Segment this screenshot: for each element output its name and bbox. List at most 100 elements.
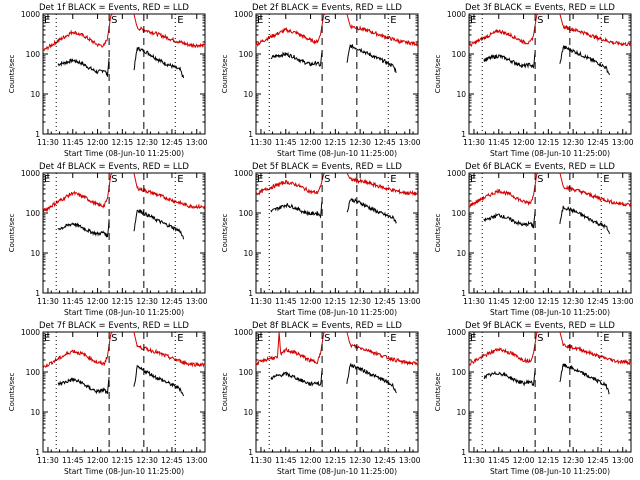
x-tick-label: 12:45 (587, 138, 609, 147)
x-axis-label: Start Time (08-Jun-10 11:25:00) (277, 149, 397, 158)
x-axis-label: Start Time (08-Jun-10 11:25:00) (490, 149, 610, 158)
x-tick-label: 12:15 (538, 138, 560, 147)
events-series-line (133, 208, 184, 240)
y-tick-label: 1000 (234, 169, 253, 178)
y-tick-label: 10 (30, 90, 40, 99)
lld-series-line (133, 13, 206, 49)
x-tick-label: 12:00 (300, 297, 322, 306)
events-series-line (483, 211, 536, 229)
plot-frame (42, 13, 206, 135)
y-tick-label: 1000 (21, 169, 40, 178)
marker-label: E (470, 333, 476, 344)
x-tick-label: 12:15 (112, 456, 134, 465)
x-axis-label: Start Time (08-Jun-10 11:25:00) (64, 308, 184, 317)
x-tick-label: 12:00 (513, 138, 535, 147)
y-axis-label: Counts/sec (221, 214, 229, 253)
events-series-line (559, 44, 610, 76)
x-tick-label: 13:00 (399, 297, 421, 306)
x-tick-label: 11:30 (37, 138, 59, 147)
marker-label: E (603, 174, 609, 185)
events-series-line (483, 52, 536, 69)
x-tick-label: 13:00 (612, 297, 634, 306)
y-axis-label: Counts/sec (434, 373, 442, 412)
plot-frame (42, 172, 206, 294)
y-axis-label: Counts/sec (434, 55, 442, 94)
events-series-line (559, 363, 610, 395)
x-tick-label: 11:45 (488, 297, 510, 306)
y-tick-label: 10 (456, 408, 466, 417)
y-tick-label: 1000 (21, 328, 40, 337)
marker-label: S (324, 15, 330, 26)
y-tick-label: 100 (452, 209, 467, 218)
y-axis-label: Counts/sec (221, 55, 229, 94)
x-tick-label: 11:30 (37, 456, 59, 465)
x-axis-label: Start Time (08-Jun-10 11:25:00) (490, 308, 610, 317)
x-tick-label: 13:00 (612, 456, 634, 465)
x-tick-label: 12:00 (87, 297, 109, 306)
y-tick-label: 10 (243, 90, 253, 99)
x-tick-label: 11:30 (250, 138, 272, 147)
y-tick-label: 1 (248, 289, 253, 298)
events-series-line (559, 205, 610, 235)
panel-9: Det 9f BLACK = Events, RED = LLD Counts/s… (434, 321, 634, 476)
marker-label: E (44, 174, 50, 185)
plot-frame (255, 13, 419, 135)
lld-series-line (559, 331, 632, 366)
y-tick-label: 1 (35, 130, 40, 139)
y-tick-label: 100 (452, 50, 467, 59)
events-series-line (57, 57, 110, 77)
x-tick-label: 12:15 (325, 456, 347, 465)
marker-label: E (390, 174, 396, 185)
x-tick-label: 12:00 (87, 456, 109, 465)
panel-1: Det 1f BLACK = Events, RED = LLD Counts/s… (8, 3, 208, 158)
x-axis-label: Start Time (08-Jun-10 11:25:00) (490, 467, 610, 476)
marker-label: S (324, 333, 330, 344)
panel-title: Det 8f BLACK = Events, RED = LLD (252, 321, 402, 331)
events-series-line (270, 370, 323, 387)
y-tick-label: 1 (35, 448, 40, 457)
x-tick-label: 11:30 (463, 138, 485, 147)
events-series-line (483, 369, 536, 387)
y-tick-label: 100 (26, 50, 41, 59)
lld-series-line (468, 331, 539, 366)
y-tick-label: 1000 (234, 10, 253, 19)
events-series-line (270, 50, 323, 67)
lld-series-line (133, 331, 206, 368)
y-tick-label: 1000 (21, 10, 40, 19)
events-series-line (346, 363, 397, 394)
x-tick-label: 12:45 (587, 297, 609, 306)
y-axis-label: Counts/sec (221, 373, 229, 412)
x-tick-label: 13:00 (186, 138, 208, 147)
x-tick-label: 12:30 (349, 297, 371, 306)
lld-series-line (559, 13, 632, 47)
y-tick-label: 1000 (447, 10, 466, 19)
y-tick-label: 1 (461, 289, 466, 298)
y-axis-label: Counts/sec (8, 214, 16, 253)
y-tick-label: 1 (461, 448, 466, 457)
y-tick-label: 10 (30, 249, 40, 258)
marker-label: E (177, 333, 183, 344)
y-axis-label: Counts/sec (8, 373, 16, 412)
x-axis-label: Start Time (08-Jun-10 11:25:00) (64, 149, 184, 158)
panel-title: Det 3f BLACK = Events, RED = LLD (465, 3, 615, 13)
y-axis-label: Counts/sec (434, 214, 442, 253)
x-tick-label: 12:30 (562, 456, 584, 465)
x-tick-label: 12:15 (112, 297, 134, 306)
x-tick-label: 12:45 (587, 456, 609, 465)
panel-6: Det 6f BLACK = Events, RED = LLD Counts/s… (434, 162, 634, 317)
events-series-line (133, 364, 184, 397)
x-tick-label: 12:30 (562, 297, 584, 306)
x-tick-label: 12:15 (538, 456, 560, 465)
y-tick-label: 100 (239, 368, 254, 377)
x-tick-label: 11:45 (275, 297, 297, 306)
lld-series-line (559, 172, 632, 208)
plot-frame (255, 331, 419, 453)
y-tick-label: 100 (239, 209, 254, 218)
x-tick-label: 12:30 (136, 456, 158, 465)
y-tick-label: 1 (248, 130, 253, 139)
y-tick-label: 10 (456, 90, 466, 99)
events-series-line (57, 376, 110, 395)
lld-series-line (468, 172, 539, 208)
marker-label: E (44, 15, 50, 26)
lld-series-line (133, 172, 206, 210)
